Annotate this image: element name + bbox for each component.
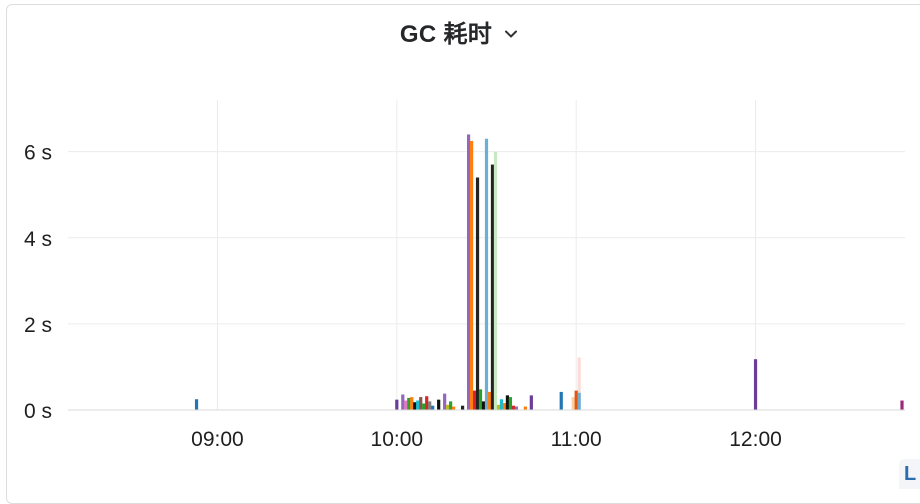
gc-bar[interactable] [446, 404, 450, 410]
gc-bar[interactable] [416, 400, 420, 410]
gc-bar[interactable] [431, 405, 435, 410]
y-tick-label: 4 s [24, 228, 52, 251]
gc-bar[interactable] [410, 397, 414, 410]
y-tick-label: 6 s [24, 142, 52, 165]
gc-bar[interactable] [407, 397, 411, 410]
gc-bar[interactable] [478, 389, 483, 410]
gc-bar[interactable] [425, 396, 429, 410]
gc-bar[interactable] [499, 399, 504, 410]
gc-bar[interactable] [449, 401, 453, 410]
chart-bars [194, 134, 904, 411]
gc-bar[interactable] [194, 399, 199, 410]
gc-bar[interactable] [466, 134, 471, 410]
gc-bar[interactable] [484, 138, 489, 410]
gc-bar[interactable] [496, 404, 501, 410]
gc-bar[interactable] [900, 400, 904, 410]
y-tick-label: 2 s [24, 314, 52, 337]
gc-bar[interactable] [469, 140, 474, 410]
gc-bar[interactable] [475, 177, 480, 411]
gc-bar[interactable] [422, 403, 426, 410]
x-tick-label: 10:00 [371, 428, 424, 451]
gc-bar[interactable] [401, 394, 405, 411]
gc-bar[interactable] [571, 397, 575, 410]
gc-bar[interactable] [413, 402, 417, 410]
gc-bar[interactable] [505, 395, 510, 410]
x-tick-label: 12:00 [729, 428, 782, 451]
y-tick-label: 0 s [24, 400, 52, 423]
gc-bar[interactable] [472, 390, 477, 410]
gc-bar[interactable] [574, 390, 578, 410]
gc-bar[interactable] [502, 403, 507, 410]
x-tick-label: 11:00 [551, 428, 602, 451]
x-axis-ticks: 09:00 10:00 11:00 12:00 [191, 428, 782, 451]
gc-bar[interactable] [460, 405, 465, 410]
gc-bar[interactable] [481, 401, 486, 410]
gc-bar[interactable] [523, 406, 527, 410]
panel-title[interactable]: GC 耗时 [399, 21, 493, 48]
gc-bar[interactable] [577, 392, 581, 410]
gc-bar[interactable] [577, 357, 581, 410]
x-tick-label: 09:00 [191, 428, 244, 451]
gc-bar[interactable] [753, 359, 758, 410]
gc-bar[interactable] [493, 151, 498, 410]
gc-bar[interactable] [559, 391, 563, 410]
y-axis-ticks: 0 s 2 s 4 s 6 s [24, 142, 52, 423]
gc-bar[interactable] [395, 399, 399, 410]
gc-bar[interactable] [452, 406, 456, 410]
gc-bar[interactable] [490, 164, 495, 410]
gc-bar[interactable] [428, 401, 432, 410]
corner-tab[interactable]: L [899, 459, 920, 489]
gc-bar[interactable] [487, 391, 492, 410]
gc-bar[interactable] [511, 405, 516, 410]
gc-bar[interactable] [404, 400, 408, 410]
gc-bar[interactable] [443, 393, 447, 410]
panel-header[interactable]: GC 耗时 [0, 14, 920, 49]
gc-bar[interactable] [508, 397, 513, 410]
gc-bar[interactable] [514, 406, 518, 410]
chevron-down-icon[interactable] [502, 25, 520, 43]
gc-bar[interactable] [437, 399, 441, 410]
panel [6, 4, 920, 504]
gc-bar[interactable] [529, 395, 533, 410]
gc-bar[interactable] [419, 397, 423, 410]
gc-time-chart: 0 s 2 s 4 s 6 s 09:00 10:00 11:00 12:00 [24, 100, 905, 451]
